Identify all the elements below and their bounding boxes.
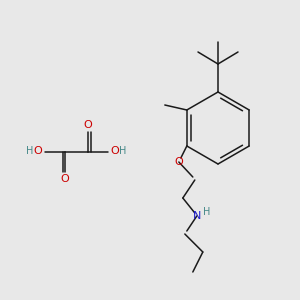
Text: O: O [174, 157, 183, 167]
Text: N: N [193, 211, 201, 221]
Text: O: O [34, 146, 42, 156]
Text: H: H [203, 207, 211, 217]
Text: H: H [26, 146, 34, 156]
Text: H: H [119, 146, 127, 156]
Text: O: O [61, 174, 69, 184]
Text: O: O [84, 120, 92, 130]
Text: O: O [111, 146, 119, 156]
